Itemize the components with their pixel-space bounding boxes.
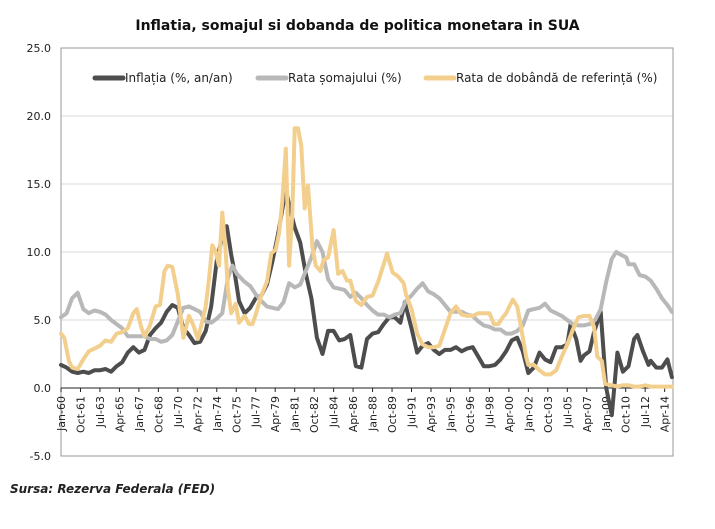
- x-tick-label: Oct-82: [308, 396, 321, 433]
- x-tick-label: Apr-07: [581, 396, 594, 432]
- x-tick-label: Oct-89: [386, 396, 399, 433]
- series-line-3: [59, 126, 674, 389]
- x-tick-label: Oct-96: [464, 396, 477, 433]
- x-tick-label: Apr-00: [503, 396, 516, 432]
- x-tick-label: Jan-74: [211, 396, 224, 432]
- legend: Inflația (%, an/an) Rata șomajului (%) Rat…: [92, 71, 657, 85]
- x-tick-label: Jul-91: [406, 396, 419, 428]
- x-tick-label: Jan-60: [55, 396, 68, 432]
- x-tick-label: Apr-93: [425, 396, 438, 432]
- x-tick-label: Apr-14: [659, 396, 672, 432]
- axes: 25.0 20.0 15.0 10.0 5.0 0.0 -5.0 Jan-60 Oct-61 Ju…: [27, 42, 674, 463]
- x-tick-label: Oct-61: [74, 396, 87, 433]
- y-tick-label: 15.0: [27, 178, 52, 191]
- x-tick-label: Apr-72: [191, 396, 204, 432]
- x-tick-label: Jan-02: [522, 396, 535, 432]
- series-line-1: [59, 187, 674, 418]
- legend-label-2: Rata șomajului (%): [288, 71, 402, 85]
- x-tick-label: Apr-79: [269, 396, 282, 432]
- y-tick-label: -5.0: [30, 450, 51, 463]
- y-tick-label: 0.0: [34, 382, 52, 395]
- chart-title: Inflatia, somajul si dobanda de politica…: [135, 18, 580, 34]
- y-tick-label: 10.0: [27, 246, 52, 259]
- x-tick-label: Oct-68: [152, 396, 165, 433]
- x-tick-label: Oct-75: [230, 396, 243, 433]
- x-tick-label: Jan-88: [367, 396, 380, 432]
- x-tick-label: Jan-95: [444, 396, 457, 432]
- x-tick-label: Jul-05: [561, 396, 574, 428]
- y-tick-label: 5.0: [34, 314, 52, 327]
- x-tick-label: Jan-67: [133, 396, 146, 432]
- y-tick-label: 20.0: [27, 110, 52, 123]
- gridlines: [61, 47, 673, 457]
- plot-frame: [60, 47, 674, 457]
- x-tick-label: Apr-86: [347, 396, 360, 432]
- series-line-2: [59, 239, 674, 344]
- x-tick-label: Oct-10: [620, 396, 633, 433]
- x-tick-label: Apr-65: [113, 396, 126, 432]
- legend-label-3: Rata de dobândă de referință (%): [456, 71, 657, 85]
- x-tick-label: Oct-03: [542, 396, 555, 433]
- x-tick-label: Jul-98: [483, 396, 496, 428]
- legend-label-1: Inflația (%, an/an): [125, 71, 233, 85]
- series-lines: [59, 126, 674, 418]
- x-tick-label: Jan-81: [289, 396, 302, 432]
- x-tick-label: Jul-77: [250, 396, 263, 428]
- x-tick-label: Jul-70: [172, 396, 185, 428]
- x-tick-label: Jul-12: [639, 396, 652, 428]
- x-tick-label: Jul-63: [94, 396, 107, 428]
- x-tick-label: Jul-84: [328, 396, 341, 428]
- source-note: Sursa: Rezerva Federala (FED): [10, 482, 216, 496]
- y-tick-label: 25.0: [27, 42, 52, 55]
